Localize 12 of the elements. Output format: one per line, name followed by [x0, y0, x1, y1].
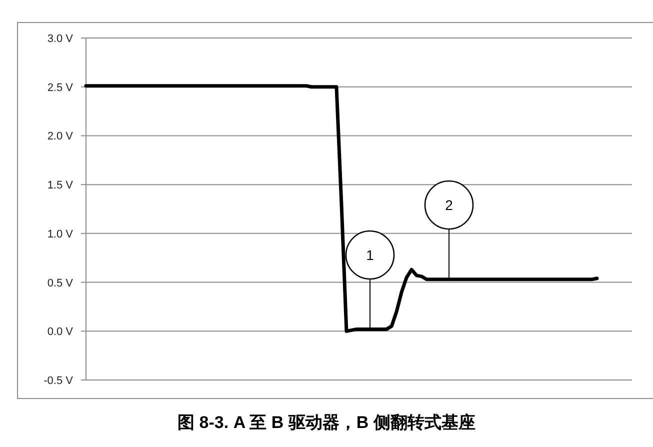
annotation: 1 [366, 247, 374, 263]
y-tick-label: 3.0 V [47, 33, 74, 45]
y-tick-label: 0.0 V [47, 326, 74, 338]
line-series [84, 84, 599, 333]
y-tick-label: -0.5 V [44, 375, 74, 387]
y-tick-label: 0.5 V [47, 277, 74, 290]
y-tick-label: 2.0 V [47, 130, 74, 143]
text: 图 8-3. A 至 B 驱动器，B 侧翻转式基座 [178, 413, 476, 432]
y-tick-label: 1.5 V [47, 180, 74, 192]
y-tick-label: 1.0 V [47, 228, 74, 240]
annotation: 2 [445, 197, 454, 213]
y-tick-label: 2.5 V [47, 82, 74, 94]
